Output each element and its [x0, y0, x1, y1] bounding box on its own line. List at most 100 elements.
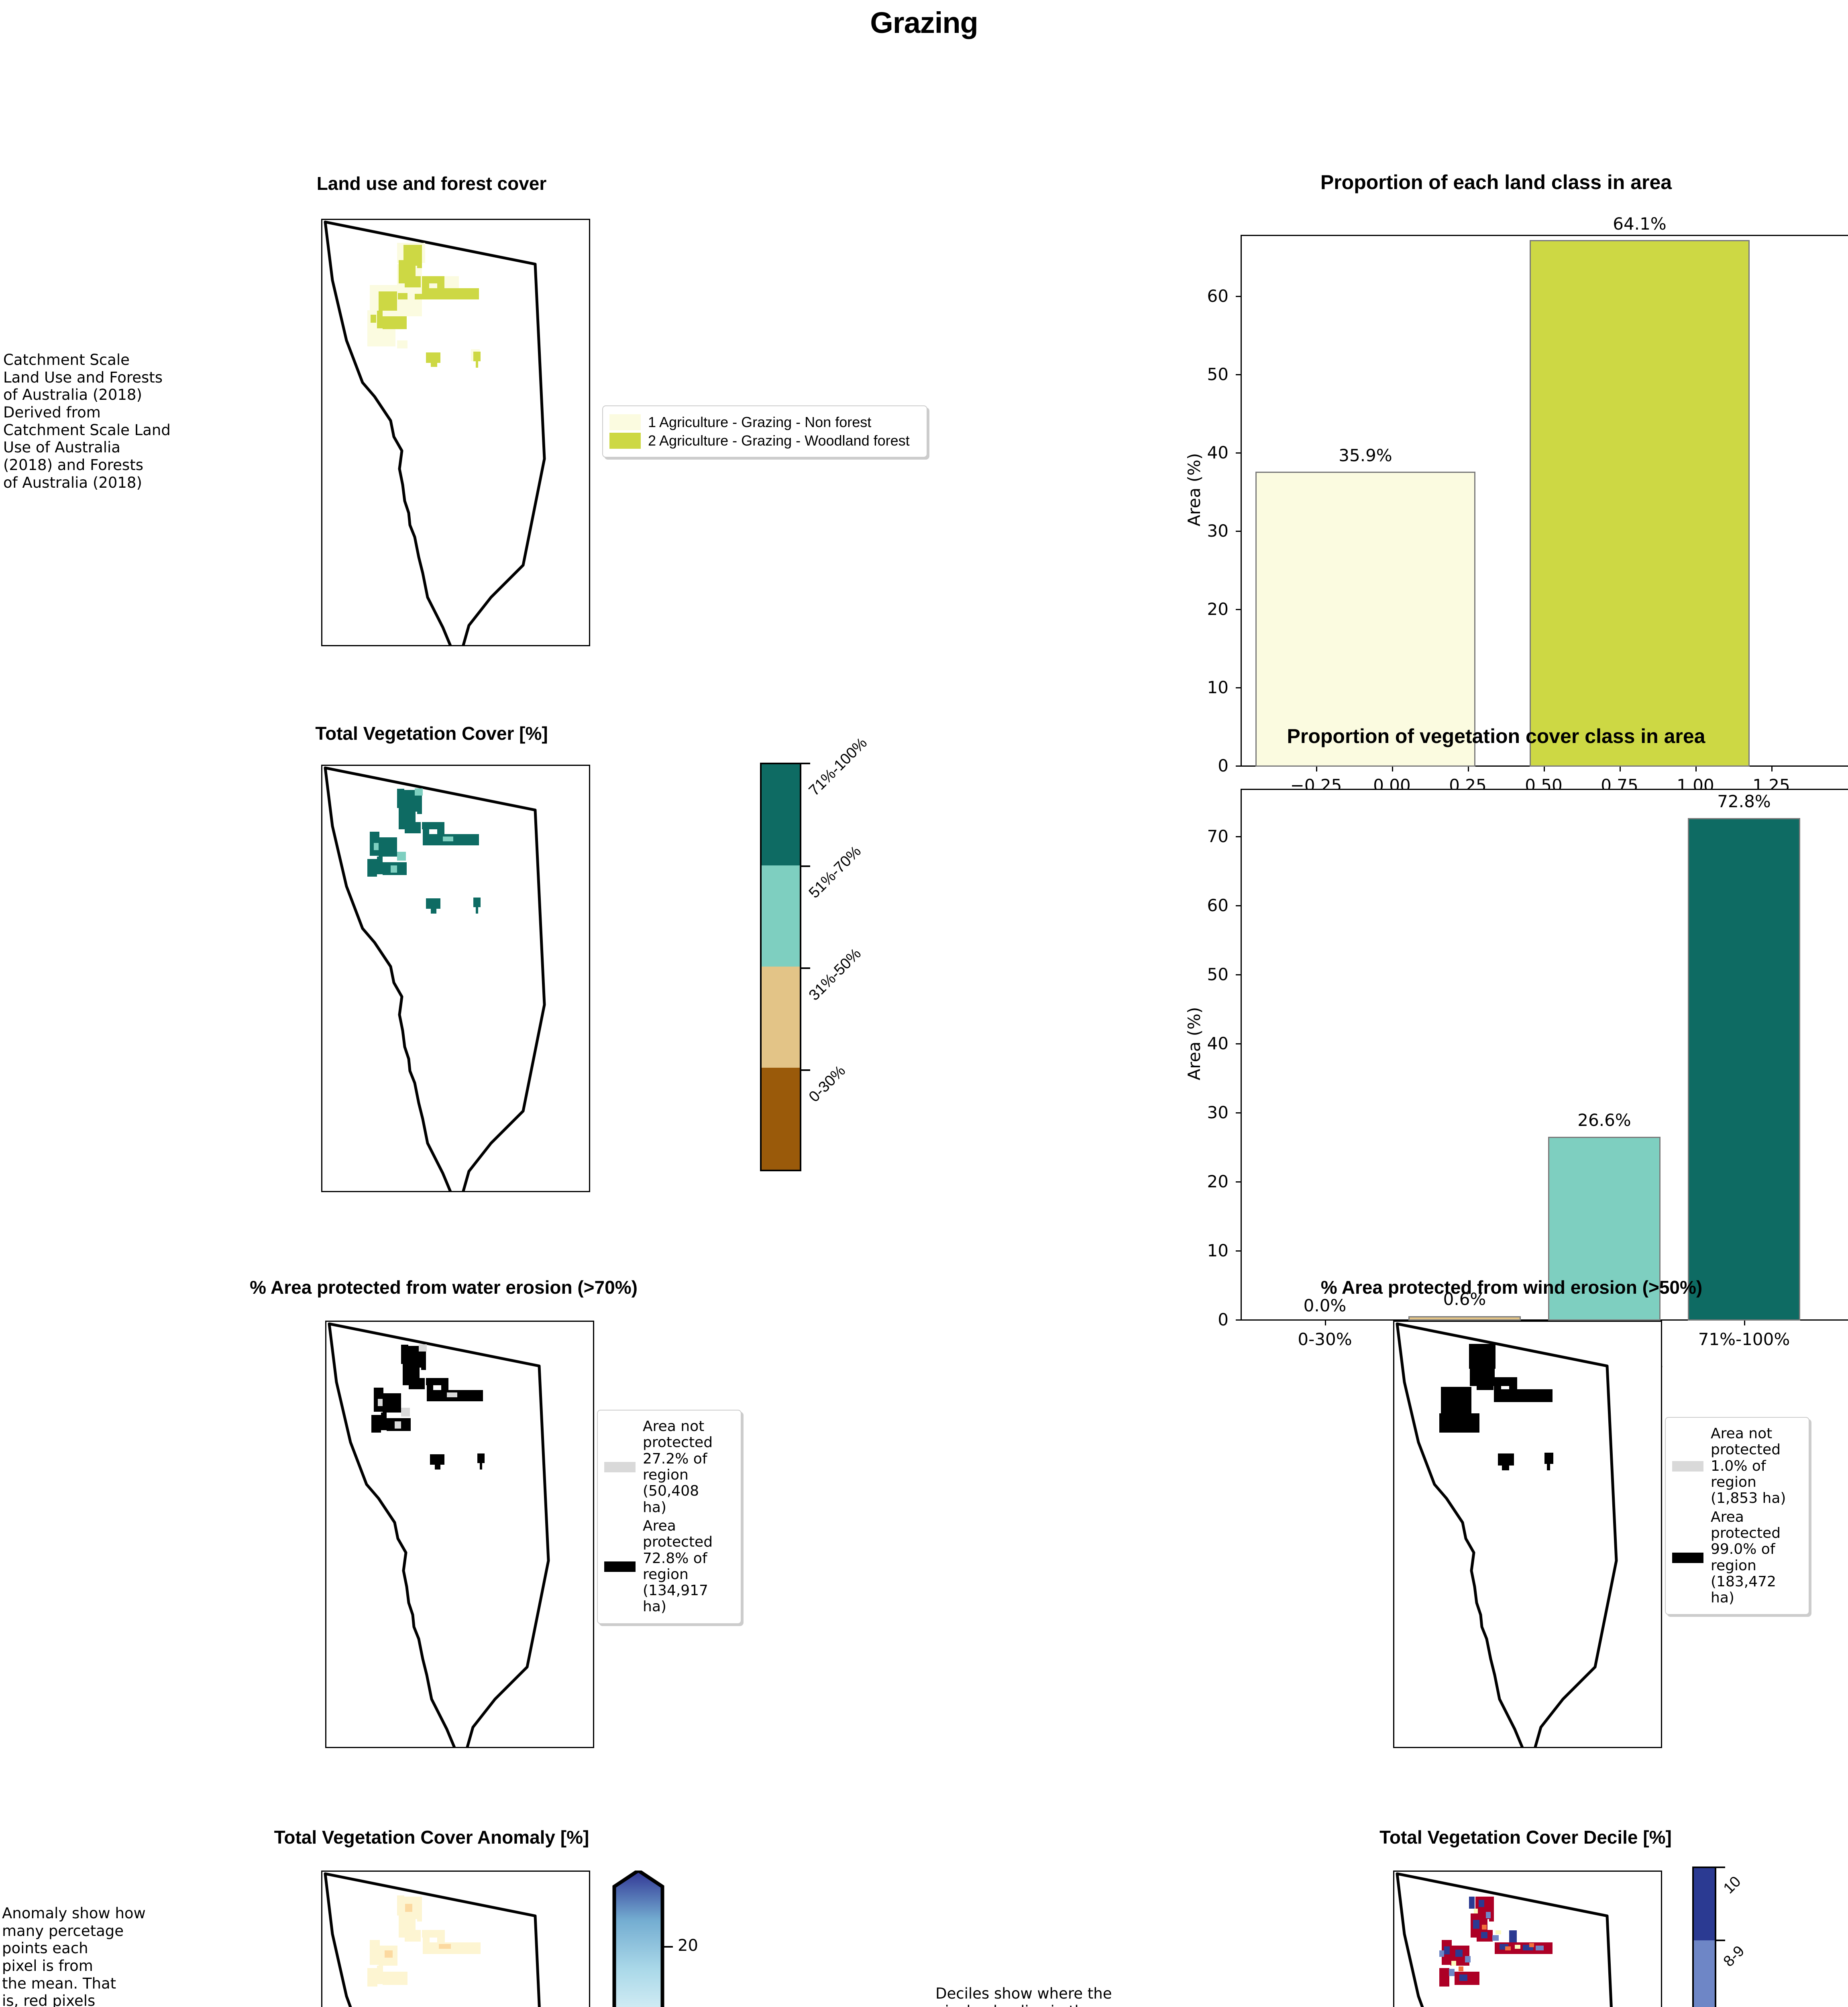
- bar-label-veg-class-2: 26.6%: [1577, 1110, 1631, 1130]
- veg-class-chart: Proportion of vegetation cover class in …: [1144, 723, 1848, 1373]
- ytick-label: 30: [1207, 1103, 1229, 1122]
- legend-swatch-nonforest: [609, 414, 641, 430]
- ytick-mark: [1236, 1112, 1241, 1113]
- legend-item: Area protected 72.8% of region (134,917 …: [604, 1518, 734, 1615]
- land-class-y-axis-title: Area (%): [1184, 453, 1204, 527]
- ytick-mark: [1236, 1181, 1241, 1183]
- xtick-mark: [1620, 767, 1621, 771]
- cbar-tick: [800, 865, 810, 867]
- cbar-tick: [1715, 1940, 1725, 1941]
- xtick-label: 0-30%: [1298, 1329, 1352, 1349]
- ytick-label: 40: [1207, 443, 1229, 462]
- cbar-label-31-50: 31%-50%: [805, 945, 865, 1004]
- legend-item: 1 Agriculture - Grazing - Non forest: [609, 414, 920, 430]
- cbar-seg-0-30: [762, 1068, 800, 1170]
- ytick-label: 60: [1207, 286, 1229, 306]
- legend-item: 2 Agriculture - Grazing - Woodland fores…: [609, 433, 920, 449]
- cbar-label-20: 20: [678, 1936, 698, 1955]
- ytick-mark: [1236, 1250, 1241, 1252]
- land-class-chart-title: Proportion of each land class in area: [1320, 171, 1672, 193]
- land-use-source-note: Catchment Scale Land Use and Forests of …: [3, 351, 171, 491]
- xtick-label: 71%-100%: [1698, 1329, 1790, 1349]
- cbar-seg-10: [1694, 1868, 1715, 1940]
- cbar-label-8-9: 8-9: [1720, 1942, 1748, 1970]
- ytick-mark: [1236, 1043, 1241, 1044]
- legend-label-not-protected: Area not protected 1.0% of region (1,853…: [1711, 1425, 1786, 1507]
- cbar-seg-71-100: [762, 764, 800, 865]
- legend-label-not-protected: Area not protected 27.2% of region (50,4…: [643, 1418, 713, 1516]
- xtick-mark: [1695, 767, 1697, 771]
- land-class-chart: Proportion of each land class in area 0 …: [1144, 169, 1848, 819]
- anomaly-map[interactable]: [321, 1871, 590, 2007]
- cbar-label-0-30: 0-30%: [805, 1062, 849, 1105]
- decile-map-title: Total Vegetation Cover Decile [%]: [1379, 1827, 1672, 1848]
- ytick-label: 0: [1218, 1310, 1229, 1329]
- legend-swatch-not-protected: [604, 1461, 636, 1472]
- ytick-label: 10: [1207, 1241, 1229, 1260]
- bar-veg-class-1[interactable]: [1408, 1316, 1521, 1321]
- cbar-seg-31-50: [762, 967, 800, 1068]
- water-erosion-pixels: [371, 1344, 485, 1470]
- bar-land-class-1[interactable]: [1530, 240, 1750, 767]
- xtick-mark: [1392, 767, 1393, 771]
- ytick-label: 50: [1207, 364, 1229, 384]
- anomaly-map-title: Total Vegetation Cover Anomaly [%]: [274, 1827, 589, 1848]
- ytick-mark: [1236, 1319, 1241, 1321]
- decile-explainer-note: Deciles show where the pixel value lies …: [935, 1985, 1112, 2007]
- bar-veg-class-3[interactable]: [1688, 818, 1800, 1321]
- bar-land-class-0[interactable]: [1255, 472, 1475, 767]
- legend-item: Area not protected 1.0% of region (1,853…: [1672, 1425, 1802, 1507]
- ytick-mark: [1236, 905, 1241, 906]
- ytick-label: 40: [1207, 1034, 1229, 1053]
- ytick-mark: [1236, 836, 1241, 837]
- wind-erosion-map-title: % Area protected from wind erosion (>50%…: [1320, 1277, 1703, 1298]
- legend-label-nonforest: 1 Agriculture - Grazing - Non forest: [648, 414, 872, 431]
- veg-cover-pixels: [367, 788, 481, 914]
- cbar-label-10: 10: [1720, 1873, 1744, 1897]
- legend-swatch-not-protected: [1672, 1461, 1703, 1472]
- veg-class-y-axis-title: Area (%): [1184, 1007, 1204, 1081]
- xtick-mark: [1316, 767, 1317, 771]
- ytick-label: 20: [1207, 599, 1229, 619]
- wind-erosion-map[interactable]: [1393, 1321, 1662, 1748]
- bar-label-veg-class-1: 0.6%: [1443, 1289, 1486, 1309]
- legend-swatch-protected: [604, 1561, 636, 1572]
- water-erosion-map[interactable]: [325, 1321, 594, 1748]
- bar-label-land-class-1: 64.1%: [1613, 214, 1667, 234]
- legend-label-protected: Area protected 99.0% of region (183,472 …: [1711, 1508, 1781, 1606]
- cbar-tick: [662, 1946, 673, 1948]
- ytick-mark: [1236, 765, 1241, 767]
- region-outline: [324, 766, 546, 1191]
- decile-map[interactable]: [1393, 1871, 1662, 2007]
- legend-label-protected: Area protected 72.8% of region (134,917 …: [643, 1517, 713, 1615]
- land-use-map[interactable]: [321, 219, 590, 646]
- water-erosion-legend: Area not protected 27.2% of region (50,4…: [597, 1410, 742, 1624]
- bar-label-veg-class-0: 0.0%: [1303, 1296, 1347, 1315]
- legend-item: Area not protected 27.2% of region (50,4…: [604, 1418, 734, 1516]
- cbar-tick: [800, 1069, 810, 1071]
- veg-cover-map[interactable]: [321, 765, 590, 1192]
- land-use-map-title: Land use and forest cover: [316, 173, 547, 194]
- ytick-mark: [1236, 531, 1241, 532]
- anomaly-colorbar: [612, 1871, 664, 2007]
- veg-cover-colorbar: [760, 763, 801, 1171]
- ytick-label: 20: [1207, 1172, 1229, 1191]
- anomaly-explainer-note: Anomaly show how many percetage points e…: [2, 1905, 146, 2007]
- cbar-tick: [1715, 1867, 1725, 1868]
- wind-erosion-legend: Area not protected 1.0% of region (1,853…: [1665, 1417, 1809, 1615]
- ytick-label: 70: [1207, 826, 1229, 846]
- legend-swatch-protected: [1672, 1552, 1703, 1563]
- wind-erosion-pixels: [1439, 1344, 1553, 1470]
- land-use-legend: 1 Agriculture - Grazing - Non forest 2 A…: [602, 405, 927, 458]
- land-use-pixels: [367, 243, 481, 368]
- decile-pixels: [1439, 1897, 1553, 1987]
- cbar-label-51-70: 51%-70%: [805, 843, 865, 902]
- ytick-mark: [1236, 452, 1241, 454]
- ytick-label: 60: [1207, 896, 1229, 915]
- veg-class-chart-title: Proportion of vegetation cover class in …: [1287, 725, 1705, 747]
- ytick-label: 0: [1218, 756, 1229, 776]
- bar-veg-class-2[interactable]: [1548, 1137, 1661, 1321]
- ytick-label: 50: [1207, 965, 1229, 984]
- ytick-mark: [1236, 974, 1241, 975]
- water-erosion-map-title: % Area protected from water erosion (>70…: [250, 1277, 638, 1298]
